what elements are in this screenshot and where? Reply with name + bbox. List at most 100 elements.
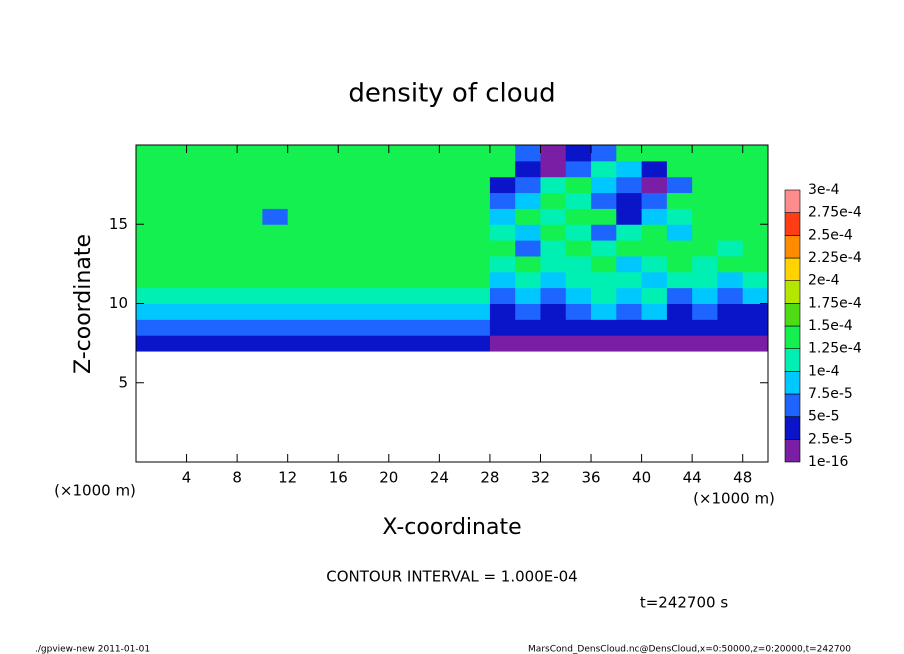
heat-cell (414, 208, 440, 225)
colorbar-box (784, 348, 801, 372)
heat-cell (616, 319, 643, 336)
heat-cell (161, 240, 188, 257)
heat-cell (641, 145, 668, 162)
heat-cell (439, 208, 466, 225)
heat-cell (312, 319, 339, 336)
heat-cell (388, 255, 415, 273)
heat-cell (616, 176, 643, 194)
heat-cell (540, 145, 567, 162)
heat-cell (641, 271, 668, 289)
heat-cell (540, 303, 567, 320)
heat-cell (515, 224, 541, 241)
heat-cell (641, 192, 668, 209)
colorbar-box (784, 235, 801, 259)
heat-cell (136, 303, 162, 320)
heat-cell (161, 208, 188, 225)
heat-cell (616, 287, 643, 304)
heat-cell (565, 224, 592, 241)
heat-cell (262, 176, 289, 194)
heat-cell (489, 287, 516, 304)
heat-cell (388, 303, 415, 320)
x-tick-label: 4 (182, 469, 192, 487)
y-axis-label: Z-coordinate (71, 234, 96, 374)
heat-cell (515, 208, 541, 225)
heat-cell (464, 145, 491, 162)
colorbar-label: 1.75e-4 (808, 295, 862, 311)
heat-cell (439, 287, 466, 304)
heat-cell (312, 255, 339, 273)
colorbar-label: 7.5e-5 (808, 386, 853, 402)
heat-cell (237, 319, 263, 336)
heat-cell (717, 176, 744, 194)
heat-cell (641, 303, 668, 320)
heat-cell (489, 224, 516, 241)
heat-cell (237, 145, 263, 162)
heat-cell (161, 271, 188, 289)
colorbar-label: 2.25e-4 (808, 250, 862, 266)
heat-cell (666, 303, 693, 320)
heat-cell (464, 319, 491, 336)
heat-cell (211, 160, 238, 178)
heat-cell (211, 208, 238, 225)
heat-cell (363, 192, 390, 209)
heat-cell (515, 287, 541, 304)
heat-cell (641, 208, 668, 225)
heat-cell (414, 145, 440, 162)
heat-cell (515, 176, 541, 194)
heat-cell (591, 145, 617, 162)
heat-cell (641, 176, 668, 194)
heat-cell (186, 303, 213, 320)
x-tick-label: 28 (480, 469, 499, 487)
heat-cell (692, 255, 718, 273)
heat-cell (312, 224, 339, 241)
heat-cell (186, 287, 213, 304)
x-tick-label: 16 (329, 469, 348, 487)
colorbar-box (784, 371, 801, 395)
heat-cell (742, 271, 769, 289)
heat-cell (692, 145, 718, 162)
heat-cell (287, 192, 314, 209)
heat-cell (338, 319, 365, 336)
heat-cell (161, 255, 188, 273)
heat-cell (439, 224, 466, 241)
heat-cell (742, 224, 769, 241)
colorbar-box (784, 393, 801, 417)
heat-cell (717, 319, 744, 336)
heat-cell (616, 335, 643, 352)
heat-cell (136, 287, 162, 304)
heat-cell (515, 192, 541, 209)
heat-cell (565, 271, 592, 289)
heat-cell (262, 335, 289, 352)
heat-cell (540, 224, 567, 241)
heat-cell (717, 160, 744, 178)
heat-cell (616, 224, 643, 241)
heat-cell (641, 335, 668, 352)
heat-cell (136, 240, 162, 257)
heat-cell (489, 335, 516, 352)
heat-cell (666, 192, 693, 209)
heat-cell (439, 303, 466, 320)
heat-cell (414, 287, 440, 304)
heat-cell (388, 271, 415, 289)
heat-cell (161, 176, 188, 194)
heat-cell (186, 145, 213, 162)
heat-cell (717, 145, 744, 162)
heat-cell (515, 335, 541, 352)
heat-cell (338, 303, 365, 320)
heat-cell (388, 319, 415, 336)
heat-cell (439, 240, 466, 257)
colorbar-label: 1e-16 (808, 454, 848, 470)
heat-cell (742, 192, 769, 209)
heat-cell (464, 160, 491, 178)
heat-cell (161, 192, 188, 209)
heat-cell (489, 192, 516, 209)
heat-cell (237, 303, 263, 320)
heat-cell (338, 160, 365, 178)
heat-cell (237, 176, 263, 194)
heat-cell (388, 176, 415, 194)
heat-cell (287, 271, 314, 289)
heat-cell (464, 192, 491, 209)
heat-cell (565, 240, 592, 257)
heat-cell (312, 192, 339, 209)
heat-cell (211, 255, 238, 273)
